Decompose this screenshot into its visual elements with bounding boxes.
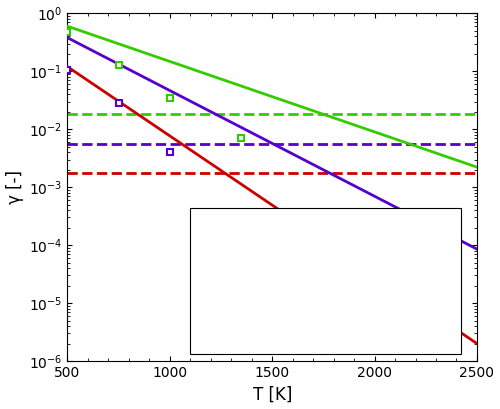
X-axis label: T [K]: T [K] xyxy=(252,385,292,403)
FancyBboxPatch shape xyxy=(190,208,460,354)
Y-axis label: γ [-]: γ [-] xyxy=(6,170,24,204)
